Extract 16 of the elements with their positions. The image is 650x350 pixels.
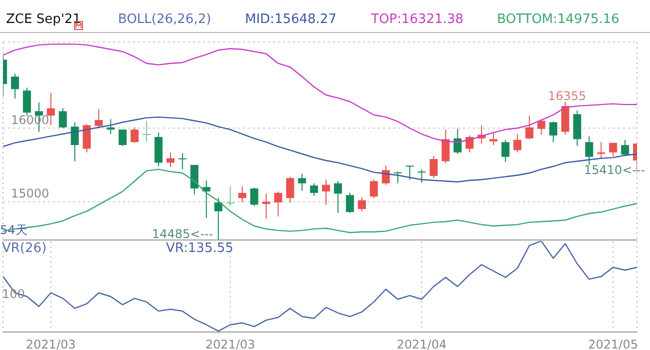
annotation: 14485<--- <box>152 227 214 241</box>
text: TOP:16321.38 <box>371 12 464 27</box>
annotation: 15410<--- <box>584 163 646 177</box>
chart-title: ZCE Sep'21 <box>6 12 81 27</box>
x-tick-label: 2021/03 <box>205 338 256 350</box>
text: BOTTOM:14975.16 <box>497 12 620 27</box>
x-tick-label: 2021/03 <box>26 338 76 350</box>
x-tick-label: 2021/05 <box>588 338 638 350</box>
y-tick-label: 15000 <box>11 186 50 201</box>
text: VR:135.55 <box>166 241 234 256</box>
annotation: 100 <box>2 287 25 301</box>
x-tick-label: 2021/04 <box>396 338 447 350</box>
text: MID:15648.27 <box>245 12 336 27</box>
legend-title: BOLL(26,26,2) <box>118 12 212 27</box>
legend-title: VR(26) <box>2 241 47 256</box>
annotation: 16355 <box>548 89 586 103</box>
